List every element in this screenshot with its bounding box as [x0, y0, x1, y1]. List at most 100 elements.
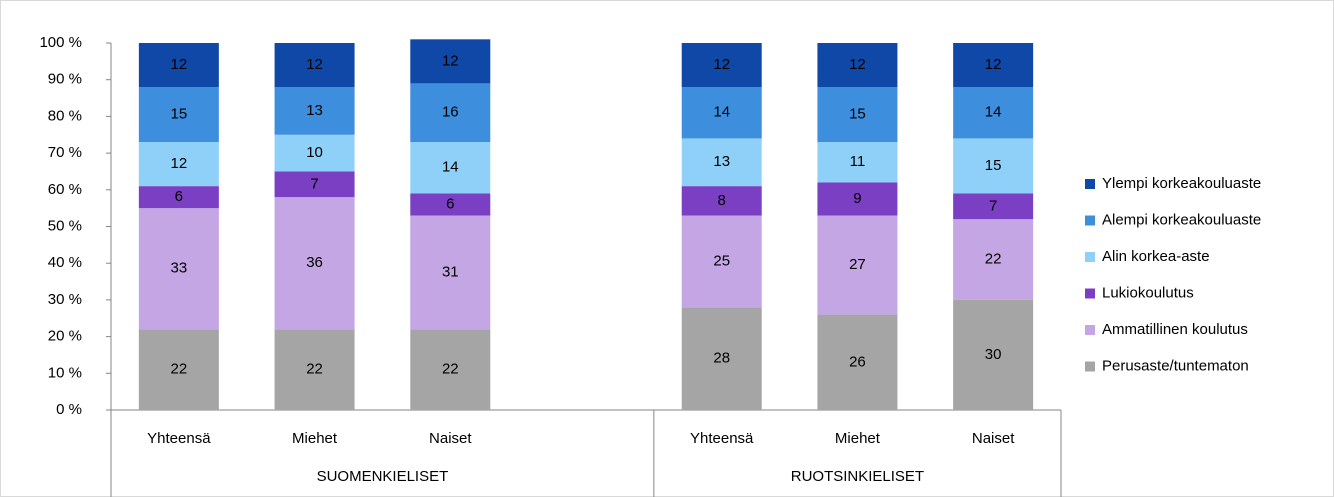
- data-label: 14: [713, 104, 730, 121]
- data-label: 26: [849, 353, 866, 370]
- y-tick-label: 10 %: [48, 364, 82, 381]
- bar-segment: [410, 142, 491, 194]
- y-tick-label: 30 %: [48, 291, 82, 308]
- bar-segment: [138, 186, 219, 209]
- data-label: 15: [171, 106, 188, 123]
- data-label: 7: [310, 175, 318, 192]
- bar-segment: [274, 43, 355, 88]
- data-label: 7: [989, 197, 997, 214]
- bar-segment: [410, 39, 491, 84]
- bar-segment: [274, 87, 355, 135]
- bar-segment: [953, 43, 1034, 88]
- data-label: 9: [853, 190, 861, 207]
- x-tick-label: Naiset: [972, 430, 1015, 447]
- bar-segment: [681, 215, 762, 308]
- data-label: 15: [985, 157, 1002, 174]
- data-label: 12: [713, 56, 730, 73]
- y-tick-label: 0 %: [56, 401, 82, 418]
- bar-segment: [138, 329, 219, 410]
- bar-segment: [681, 43, 762, 88]
- data-label: 12: [985, 56, 1002, 73]
- bar-segment: [410, 329, 491, 410]
- legend-label: Ammatillinen koulutus: [1102, 321, 1248, 338]
- bar-segment: [953, 219, 1034, 300]
- data-label: 12: [849, 56, 866, 73]
- data-label: 6: [175, 188, 183, 205]
- bar-segment: [274, 171, 355, 198]
- data-label: 33: [171, 260, 188, 277]
- bar-segment: [138, 87, 219, 143]
- data-label: 13: [713, 153, 730, 170]
- data-label: 13: [306, 102, 323, 119]
- data-label: 31: [442, 263, 459, 280]
- legend-swatch: [1085, 215, 1095, 226]
- bar-segment: [953, 138, 1034, 194]
- data-label: 14: [442, 159, 459, 176]
- data-label: 12: [171, 155, 188, 172]
- bar-segment: [817, 314, 898, 410]
- bar-segment: [681, 307, 762, 410]
- x-tick-label: Yhteensä: [690, 430, 754, 447]
- x-tick-label: Miehet: [292, 430, 338, 447]
- data-label: 36: [306, 254, 323, 271]
- bar-segment: [138, 208, 219, 330]
- data-label: 12: [306, 56, 323, 73]
- group-label: RUOTSINKIELISET: [791, 468, 924, 485]
- data-label: 30: [985, 346, 1002, 363]
- bar-segment: [953, 299, 1034, 410]
- bar-segment: [138, 142, 219, 187]
- data-label: 12: [171, 56, 188, 73]
- y-tick-label: 20 %: [48, 328, 82, 345]
- data-label: 8: [718, 192, 726, 209]
- bar-segment: [274, 134, 355, 172]
- legend-label: Ylempi korkeakouluaste: [1102, 175, 1261, 192]
- y-tick-label: 50 %: [48, 217, 82, 234]
- data-label: 22: [171, 361, 188, 378]
- bar-segment: [274, 197, 355, 330]
- legend-swatch: [1085, 179, 1095, 189]
- bar-segment: [953, 193, 1034, 220]
- bar-segment: [410, 193, 491, 216]
- y-tick-label: 60 %: [48, 181, 82, 198]
- data-label: 25: [713, 252, 730, 269]
- legend-swatch: [1085, 288, 1095, 299]
- data-label: 16: [442, 104, 459, 121]
- legend-label: Alin korkea-aste: [1102, 248, 1210, 265]
- data-label: 10: [306, 144, 323, 161]
- data-label: 12: [442, 52, 459, 69]
- legend-label: Perusaste/tuntematon: [1102, 357, 1249, 374]
- legend-swatch: [1085, 361, 1095, 372]
- data-label: 11: [850, 153, 866, 170]
- data-label: 15: [849, 106, 866, 123]
- y-tick-label: 80 %: [48, 107, 82, 124]
- x-tick-label: Naiset: [429, 430, 472, 447]
- x-tick-label: Miehet: [835, 430, 881, 447]
- y-tick-label: 90 %: [48, 71, 82, 88]
- data-label: 28: [713, 350, 730, 367]
- bar-segment: [817, 43, 898, 88]
- group-label: SUOMENKIELISET: [317, 468, 449, 485]
- bar-segment: [817, 182, 898, 216]
- y-tick-label: 70 %: [48, 144, 82, 161]
- legend-swatch: [1085, 325, 1095, 335]
- data-label: 22: [985, 250, 1002, 267]
- bar-segment: [138, 43, 219, 88]
- data-label: 27: [849, 256, 866, 273]
- data-label: 22: [306, 361, 323, 378]
- y-tick-label: 100 %: [39, 34, 82, 51]
- bar-segment: [817, 215, 898, 315]
- bar-segment: [410, 215, 491, 330]
- bar-segment: [681, 87, 762, 139]
- legend-swatch: [1085, 252, 1095, 262]
- y-tick-label: 40 %: [48, 254, 82, 271]
- bar-segment: [274, 329, 355, 410]
- data-label: 14: [985, 104, 1002, 121]
- legend-label: Alempi korkeakouluaste: [1102, 211, 1261, 228]
- bar-segment: [817, 142, 898, 183]
- bar-segment: [681, 186, 762, 216]
- bar-segment: [953, 87, 1034, 139]
- bar-segment: [817, 87, 898, 143]
- data-label: 6: [446, 195, 454, 212]
